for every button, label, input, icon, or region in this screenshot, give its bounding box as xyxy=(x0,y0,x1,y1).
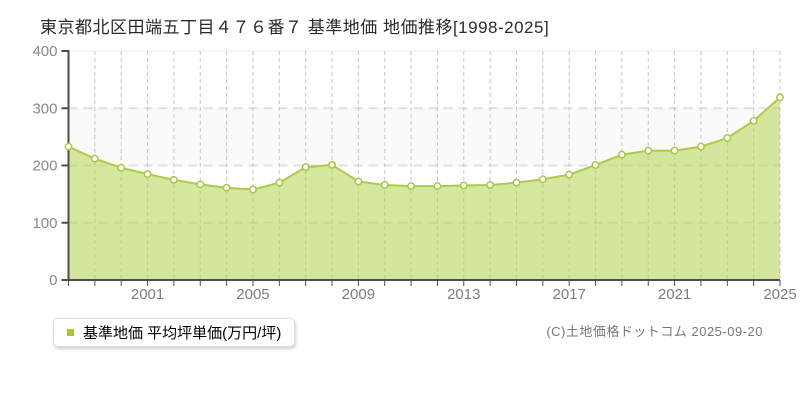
data-point-marker xyxy=(143,170,152,179)
data-point-marker xyxy=(591,160,600,169)
data-point-marker xyxy=(644,146,653,155)
data-point-marker xyxy=(275,178,284,187)
x-tick-label: 2013 xyxy=(447,286,480,303)
y-tick-label: 400 xyxy=(32,43,57,60)
data-point-marker xyxy=(117,163,126,172)
data-point-marker xyxy=(196,180,205,189)
data-point-marker xyxy=(486,181,495,189)
data-point-marker xyxy=(64,142,73,151)
line-series xyxy=(67,96,781,191)
data-point-marker xyxy=(617,150,626,159)
data-point-marker xyxy=(459,181,468,190)
data-point-marker xyxy=(433,182,442,191)
y-tick-label: 0 xyxy=(49,272,57,289)
y-tick-label: 200 xyxy=(32,158,57,175)
legend-swatch-icon xyxy=(67,329,74,336)
data-point-marker xyxy=(301,163,310,172)
x-tick-label: 2001 xyxy=(131,286,164,303)
data-point-marker xyxy=(90,154,99,163)
x-tick-label: 2021 xyxy=(658,286,691,303)
x-tick-label: 2017 xyxy=(552,286,585,303)
data-point-marker xyxy=(776,93,784,102)
y-tick-label: 300 xyxy=(32,100,57,117)
legend: 基準地価 平均坪単価(万円/坪) xyxy=(53,318,296,347)
data-point-marker xyxy=(538,175,547,184)
area-series xyxy=(68,97,780,280)
data-point-marker xyxy=(354,177,363,186)
data-point-marker xyxy=(723,134,732,142)
data-point-marker xyxy=(169,175,178,184)
data-point-marker xyxy=(512,178,521,187)
plot-band xyxy=(68,51,780,109)
x-tick-label: 2025 xyxy=(763,286,796,303)
price-trend-area-chart: 0 100 200 300 400 2001 2005 2009 2013 2017 2021 202… xyxy=(32,43,796,303)
x-tick-label: 2009 xyxy=(342,286,375,303)
data-point-marker xyxy=(749,116,758,125)
legend-label: 基準地価 平均坪単価(万円/坪) xyxy=(83,325,282,342)
data-point-marker xyxy=(670,146,679,155)
data-point-marker xyxy=(249,185,257,194)
chart-title: 東京都北区田端五丁目４７６番７ 基準地価 地価推移[1998-2025] xyxy=(40,18,550,37)
y-tick-label: 100 xyxy=(32,215,57,232)
data-point-marker xyxy=(328,160,336,169)
data-point-marker xyxy=(407,182,416,191)
data-point-marker xyxy=(222,183,231,192)
data-point-marker xyxy=(565,170,574,179)
copyright-text: (C)土地価格ドットコム 2025-09-20 xyxy=(546,324,763,339)
data-point-marker xyxy=(380,181,389,189)
x-tick-label: 2005 xyxy=(236,286,269,303)
data-point-marker xyxy=(696,142,705,151)
